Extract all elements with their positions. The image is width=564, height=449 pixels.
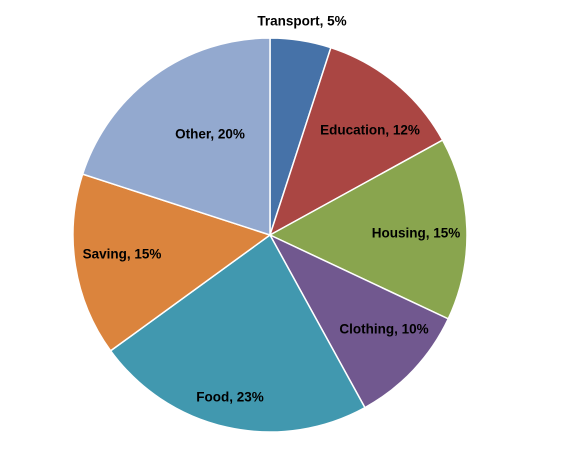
pie-slices: [72, 37, 468, 433]
pie-label-clothing: Clothing, 10%: [339, 322, 428, 337]
pie-slice-housing: [268, 139, 468, 320]
pie-label-housing: Housing, 15%: [372, 226, 461, 241]
pie-label-other: Other, 20%: [175, 127, 245, 142]
pie-label-transport: Transport, 5%: [257, 14, 346, 29]
pie-slice-food: [109, 233, 366, 433]
pie-label-education: Education, 12%: [320, 123, 420, 138]
pie-slice-other: [81, 37, 271, 237]
pie-label-saving: Saving, 15%: [83, 247, 162, 262]
pie-label-food: Food, 23%: [196, 390, 264, 405]
pie-slice-saving: [72, 173, 272, 352]
pie-labels: Transport, 5% Education, 12% Housing, 15% C…: [83, 14, 461, 405]
pie-slice-education: [268, 46, 444, 237]
pie-slice-clothing: [268, 233, 450, 409]
